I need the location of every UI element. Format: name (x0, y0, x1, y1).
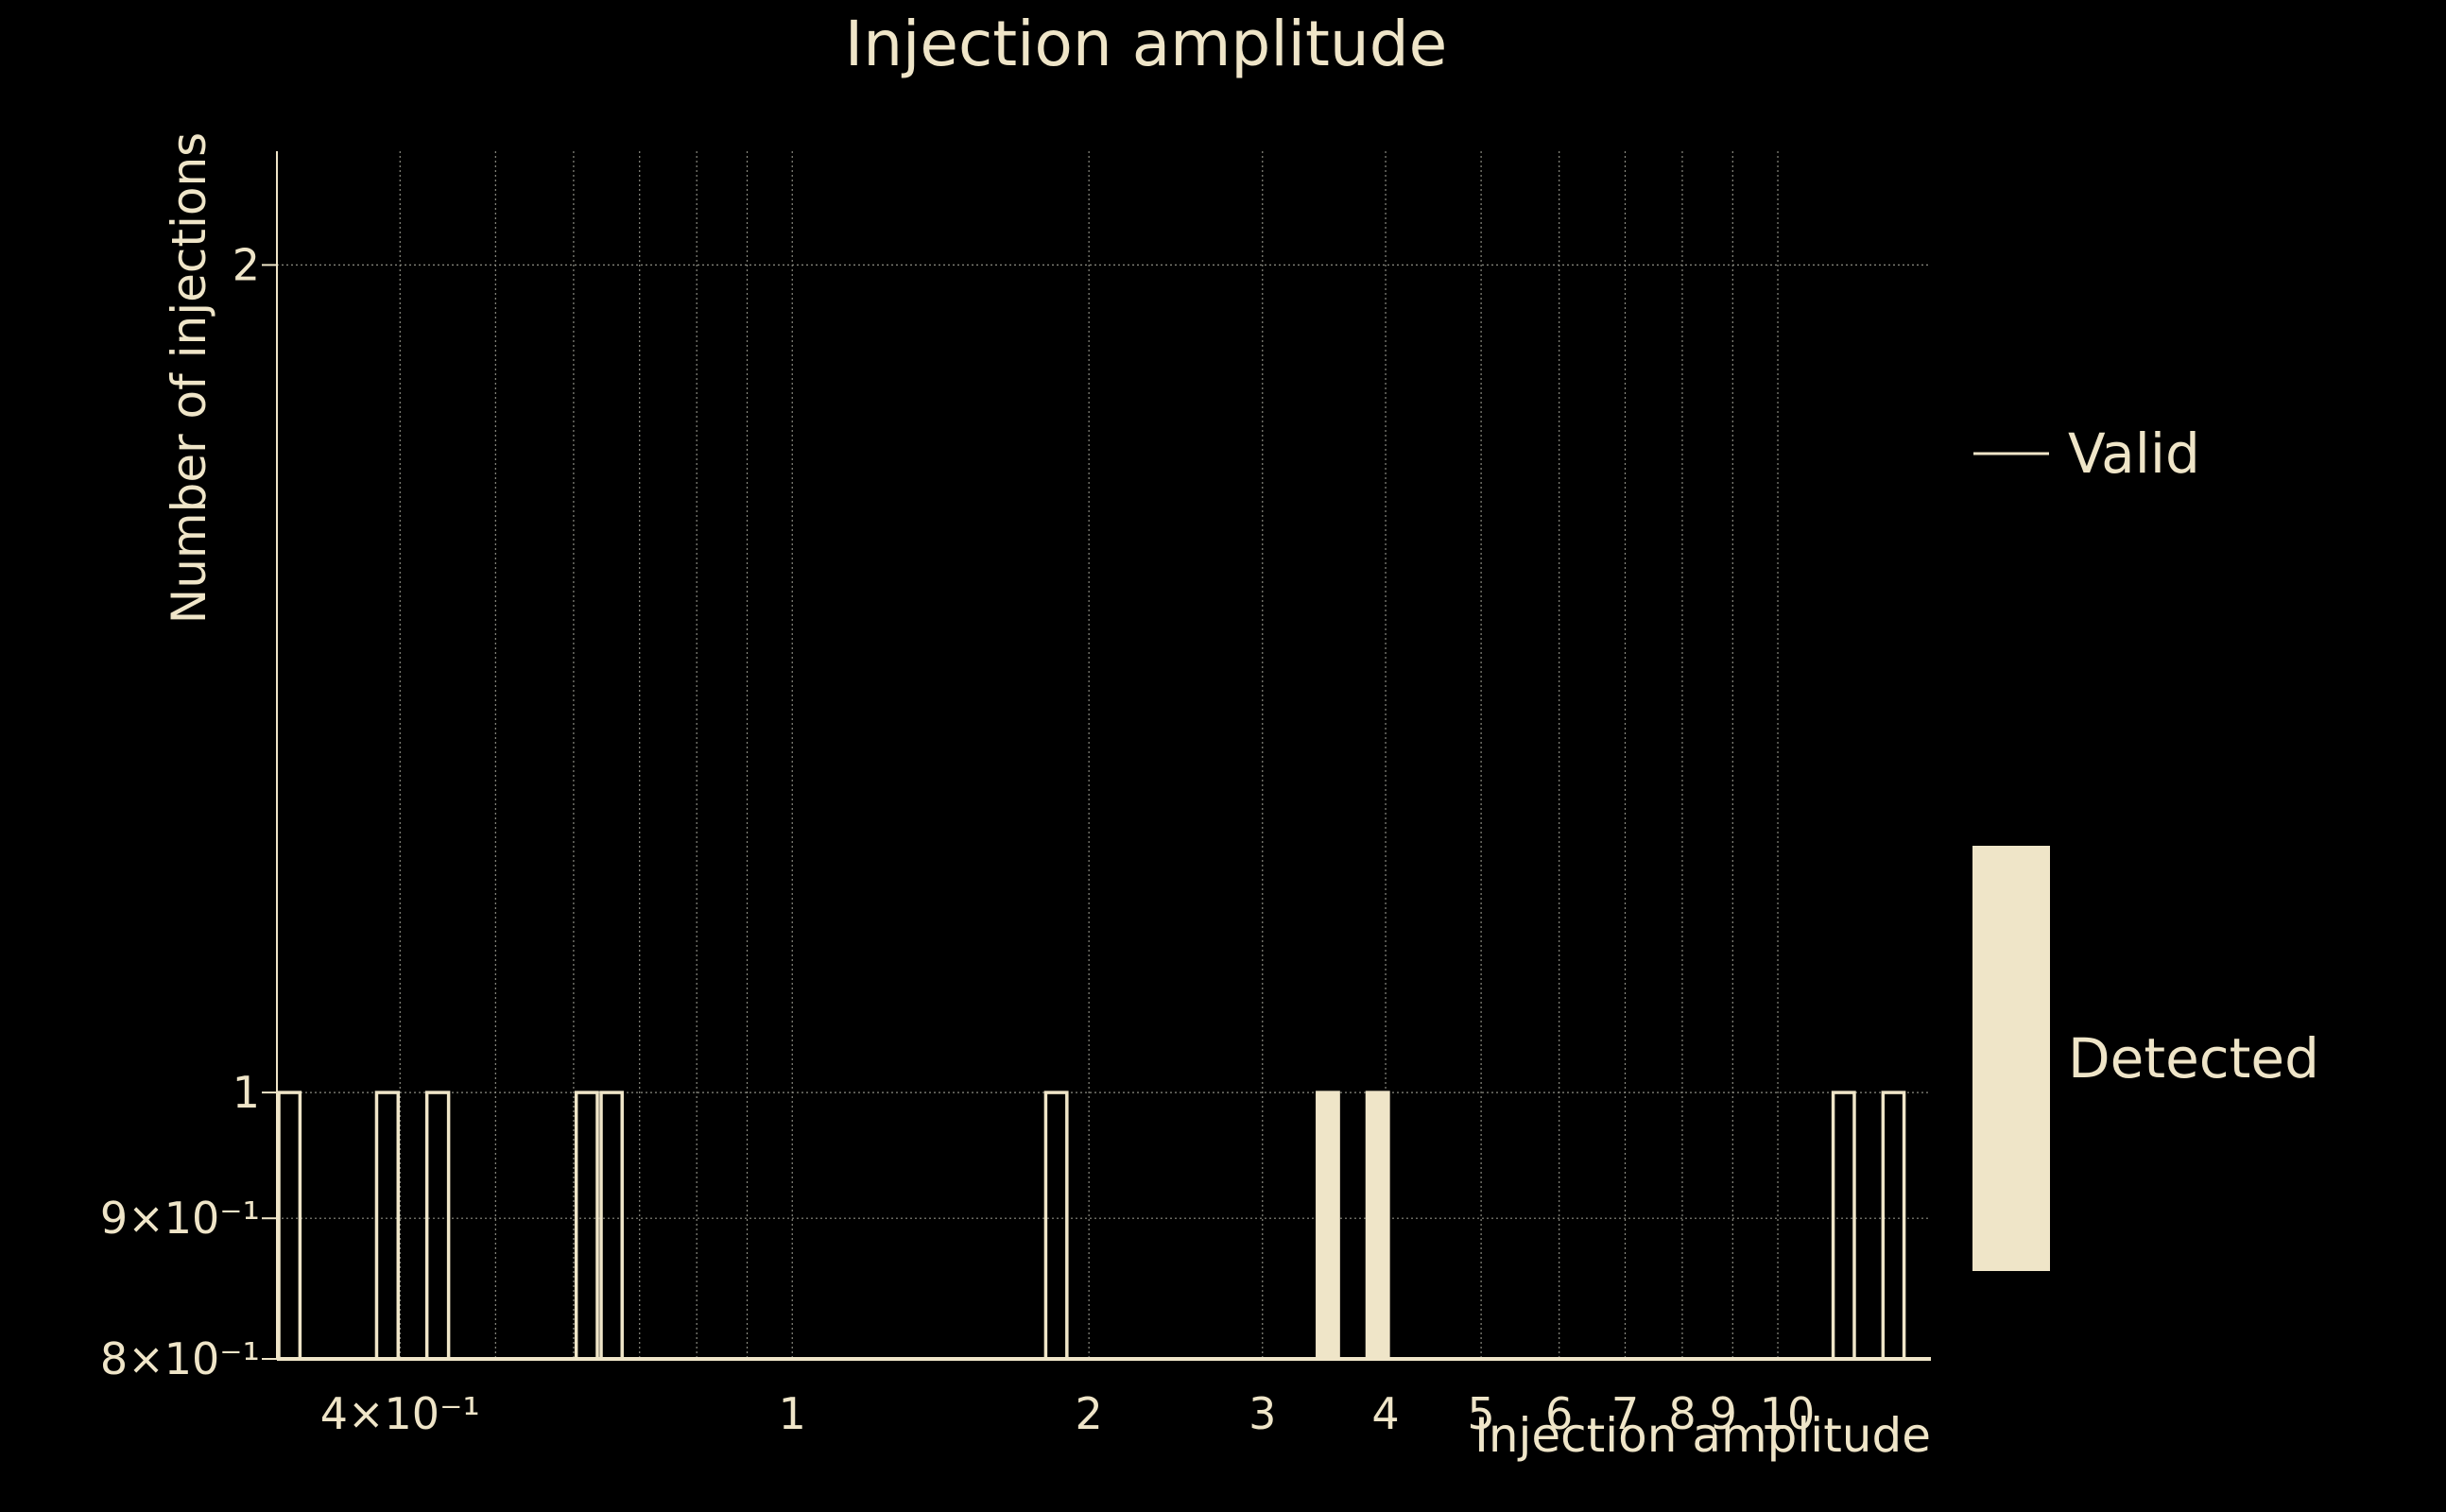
x-tick-label: 7 (1611, 1388, 1639, 1439)
histogram-bar-detected (1317, 1091, 1339, 1360)
x-tick-label: 8 (1668, 1388, 1696, 1439)
x-tick-label: 4 (1371, 1388, 1399, 1439)
histogram-bar-valid (374, 1091, 401, 1361)
histogram-bar-valid (1881, 1091, 1906, 1361)
legend-label-detected: Detected (2068, 1026, 2319, 1091)
histogram-bar-detected (1366, 1091, 1389, 1360)
legend (1972, 452, 2050, 1271)
histogram-bar-valid (574, 1091, 599, 1361)
y-axis-label: Number of injections (162, 131, 216, 625)
y-tick-label: 2 (233, 239, 260, 290)
tick-labels: 4×10⁻¹ 1 2 3 4 5 6 7 8 9 10 8×10⁻¹ 9×10⁻¹ 1 2 (100, 239, 1815, 1439)
legend-label-valid: Valid (2068, 421, 2200, 486)
y-tick-label: 9×10⁻¹ (100, 1193, 260, 1244)
histogram-bar-valid (1831, 1091, 1856, 1361)
histogram-bar-valid (599, 1091, 624, 1361)
legend-swatch-detected (1972, 846, 2050, 1271)
x-tick-label: 3 (1249, 1388, 1276, 1439)
x-tick-label: 9 (1710, 1388, 1737, 1439)
axes-layer (262, 151, 1931, 1361)
x-tick-label: 1 (779, 1388, 806, 1439)
histogram-bar-valid (1043, 1091, 1069, 1361)
x-tick-label: 4×10⁻¹ (320, 1388, 480, 1439)
bars-layer (277, 1091, 1906, 1361)
x-tick-label: 6 (1545, 1388, 1573, 1439)
x-tick-label: 2 (1076, 1388, 1103, 1439)
y-tick-label: 8×10⁻¹ (100, 1333, 260, 1384)
y-tick-label: 1 (233, 1067, 260, 1118)
grid-layer (277, 151, 1931, 1359)
x-tick-label: 10 (1760, 1388, 1816, 1439)
histogram-bar-valid (424, 1091, 451, 1361)
chart-title: Injection amplitude (844, 8, 1448, 80)
x-tick-label: 5 (1467, 1388, 1494, 1439)
x-axis-label: Injection amplitude (1474, 1408, 1931, 1463)
histogram-bar-valid (277, 1091, 302, 1361)
